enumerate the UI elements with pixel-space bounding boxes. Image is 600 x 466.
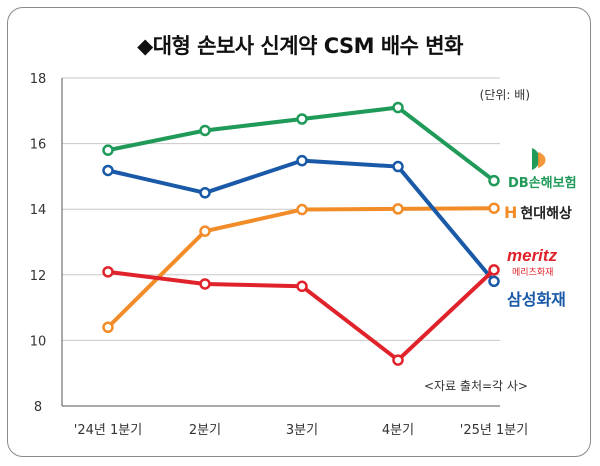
- data-point: [296, 113, 308, 125]
- data-point: [392, 203, 404, 215]
- source-note: <자료 출처=각 사>: [423, 379, 528, 393]
- data-point: [199, 278, 211, 290]
- x-tick-label: '25년 1분기: [460, 423, 528, 438]
- data-point: [488, 275, 500, 288]
- chart-card: [7, 7, 591, 457]
- hyundai-logo-icon: H: [504, 203, 518, 222]
- legend-db-label: DB손해보험: [508, 176, 577, 191]
- data-point: [296, 154, 308, 167]
- y-tick-label: 12: [30, 269, 47, 284]
- data-point: [488, 264, 500, 276]
- data-point: [488, 202, 500, 214]
- x-tick-label: '24년 1분기: [74, 423, 142, 438]
- series-line: [106, 206, 496, 330]
- legend-hyundai: H 현대해상: [504, 203, 572, 223]
- y-tick-label: 18: [30, 72, 47, 87]
- data-point: [296, 280, 308, 293]
- data-point: [392, 354, 404, 366]
- legend-meritz-sub-label: 메리츠화재: [512, 268, 554, 278]
- data-point: [392, 101, 404, 114]
- x-tick-label: 2분기: [189, 423, 221, 438]
- data-point: [102, 144, 114, 156]
- data-point: [199, 124, 211, 137]
- x-tick-label: 4분기: [382, 423, 414, 438]
- db-logo-icon: [532, 148, 546, 170]
- legend-meritz-label: meritz: [507, 246, 558, 265]
- data-point: [296, 203, 308, 216]
- data-point: [392, 160, 404, 173]
- data-point: [199, 225, 211, 237]
- data-point: [102, 266, 114, 278]
- y-tick-label: 14: [30, 203, 47, 218]
- data-point: [102, 321, 114, 334]
- legend-samsung-label: 삼성화재: [507, 290, 566, 309]
- data-point: [102, 164, 114, 177]
- y-tick-label: 8: [34, 400, 42, 415]
- series-line: [106, 158, 496, 284]
- data-point: [488, 174, 500, 187]
- legend-hyundai-label: 현대해상: [520, 206, 572, 222]
- chart-title: ◆대형 손보사 신계약 CSM 배수 변화: [137, 34, 463, 58]
- y-tick-label: 16: [30, 138, 47, 153]
- data-point: [199, 187, 211, 199]
- unit-note: (단위: 배): [479, 88, 530, 102]
- y-tick-label: 10: [30, 334, 47, 349]
- x-tick-label: 3분기: [286, 423, 318, 438]
